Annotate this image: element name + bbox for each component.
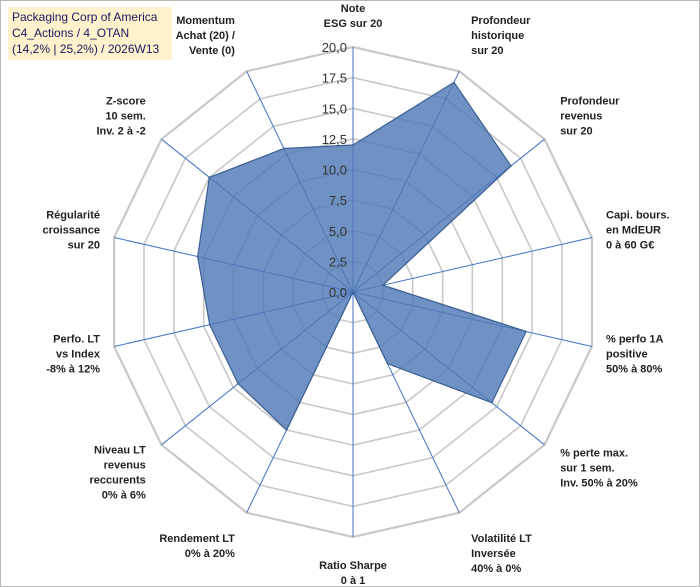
tick-label-8: 20,0 (322, 40, 347, 55)
tick-label-0: 0,0 (329, 285, 347, 300)
axis-label-13-line-2: Vente (0) (189, 45, 235, 57)
axis-label-9-line-0: Niveau LT (94, 445, 146, 457)
axis-label-13-line-0: Momentum (176, 15, 235, 27)
chart-title: Packaging Corp of America (12, 10, 158, 24)
axis-label-1-line-0: Profondeur (471, 15, 531, 27)
tick-label-4: 10,0 (322, 163, 347, 178)
axis-label-13-line-1: Achat (20) / (176, 30, 235, 42)
axis-label-12-line-0: Z-score (106, 96, 146, 108)
tick-label-6: 15,0 (322, 101, 347, 116)
axis-label-4-line-2: 50% à 80% (606, 363, 662, 375)
axis-label-4: % perfo 1A positive 50% à 80% (606, 333, 664, 375)
axis-label-6-line-1: Inversée (471, 548, 516, 560)
axis-label-0: Note ESG sur 20 (324, 3, 383, 30)
axis-label-1-line-2: sur 20 (471, 45, 503, 57)
series-area-0 (197, 81, 528, 432)
data-point-3 (382, 284, 384, 287)
axis-label-4-line-1: positive (606, 348, 648, 360)
axis-label-6: Volatilité LT Inversée 40% à 0% (471, 533, 532, 575)
axis-label-5-line-0: % perte max. (560, 448, 628, 460)
axis-label-6-line-2: 40% à 0% (471, 563, 521, 575)
axis-label-1-line-1: historique (471, 30, 524, 42)
axis-label-9: Niveau LT revenus reccurents 0% à 6% (90, 445, 147, 502)
axis-label-0-line-1: ESG sur 20 (324, 18, 383, 30)
data-point-4 (525, 330, 527, 333)
axis-label-2: Profondeur revenus sur 20 (560, 96, 620, 138)
spoke-3 (352, 237, 593, 293)
axis-label-11-line-1: croissance (43, 225, 100, 237)
axis-label-5-line-1: sur 1 sem. (560, 463, 614, 475)
data-point-1 (453, 81, 455, 84)
tick-label-7: 17,5 (322, 71, 347, 86)
tick-label-3: 7,5 (329, 193, 347, 208)
axis-label-8-line-1: 0% à 20% (185, 548, 235, 560)
data-point-9 (237, 382, 239, 385)
axis-label-0-line-0: Note (341, 3, 365, 15)
axis-label-9-line-2: reccurents (90, 475, 146, 487)
data-point-10 (208, 323, 211, 326)
axis-label-13: Momentum Achat (20) / Vente (0) (176, 15, 236, 57)
chart-title-box: Packaging Corp of America C4_Actions / 4… (8, 7, 172, 60)
radar-series (196, 81, 528, 432)
axis-label-3: Capi. bours. en MdEUR 0 à 60 G€ (606, 210, 670, 252)
chart-subtitle-line-1: C4_Actions / 4_OTAN (12, 26, 130, 40)
axis-label-2-line-2: sur 20 (560, 126, 592, 138)
chart-subtitle-line-2: (14,2% | 25,2%) / 2026W13 (12, 42, 160, 56)
axis-label-9-line-3: 0% à 6% (102, 490, 146, 502)
axis-label-3-line-2: 0 à 60 G€ (606, 240, 654, 252)
axis-label-12-line-1: 10 sem. (105, 111, 145, 123)
axis-label-10: Perfo. LT vs Index -8% à 12% (46, 333, 101, 375)
axis-label-11-line-0: Régularité (46, 210, 100, 222)
axis-label-6-line-0: Volatilité LT (471, 533, 532, 545)
axis-label-10-line-0: Perfo. LT (53, 333, 100, 345)
axis-label-3-line-0: Capi. bours. (606, 210, 670, 222)
axis-label-10-line-2: -8% à 12% (46, 363, 100, 375)
data-point-6 (386, 362, 389, 365)
data-point-5 (491, 401, 493, 404)
radar-axis-labels: Note ESG sur 20 Profondeur historique sur 20… (43, 3, 670, 587)
axis-label-2-line-1: revenus (560, 111, 602, 123)
axis-label-7-line-0: Ratio Sharpe (319, 560, 387, 572)
data-point-13 (283, 147, 285, 150)
tick-label-2: 5,0 (329, 224, 347, 239)
axis-label-7: Ratio Sharpe 0 à 1 (319, 560, 387, 587)
axis-label-2-line-0: Profondeur (560, 96, 620, 108)
axis-label-5: % perte max. sur 1 sem. Inv. 50% à 20% (560, 448, 638, 490)
data-point-0 (352, 144, 354, 146)
axis-label-4-line-0: % perfo 1A (606, 333, 664, 345)
axis-label-10-line-1: vs Index (56, 348, 101, 360)
data-point-2 (510, 165, 512, 167)
axis-label-7-line-1: 0 à 1 (341, 575, 365, 587)
axis-label-8: Rendement LT 0% à 20% (159, 533, 235, 560)
radar-tick-labels: 0,0 2,5 5,0 7,5 10,0 12,5 15,0 17,5 20,0 (322, 40, 347, 300)
data-point-8 (285, 429, 288, 431)
axis-label-1: Profondeur historique sur 20 (471, 15, 531, 57)
data-point-11 (196, 255, 199, 258)
axis-label-11-line-2: sur 20 (68, 240, 100, 252)
axis-label-3-line-1: en MdEUR (606, 225, 661, 237)
data-point-12 (208, 176, 211, 179)
axis-label-5-line-2: Inv. 50% à 20% (560, 478, 638, 490)
data-point-7 (352, 291, 354, 293)
axis-label-11: Régularité croissance sur 20 (43, 210, 100, 252)
tick-label-1: 2,5 (329, 254, 347, 269)
axis-label-9-line-1: revenus (104, 460, 146, 472)
axis-label-8-line-0: Rendement LT (159, 533, 235, 545)
axis-label-12: Z-score 10 sem. Inv. 2 à -2 (96, 96, 145, 138)
tick-label-5: 12,5 (322, 132, 347, 147)
axis-label-12-line-2: Inv. 2 à -2 (96, 126, 145, 138)
